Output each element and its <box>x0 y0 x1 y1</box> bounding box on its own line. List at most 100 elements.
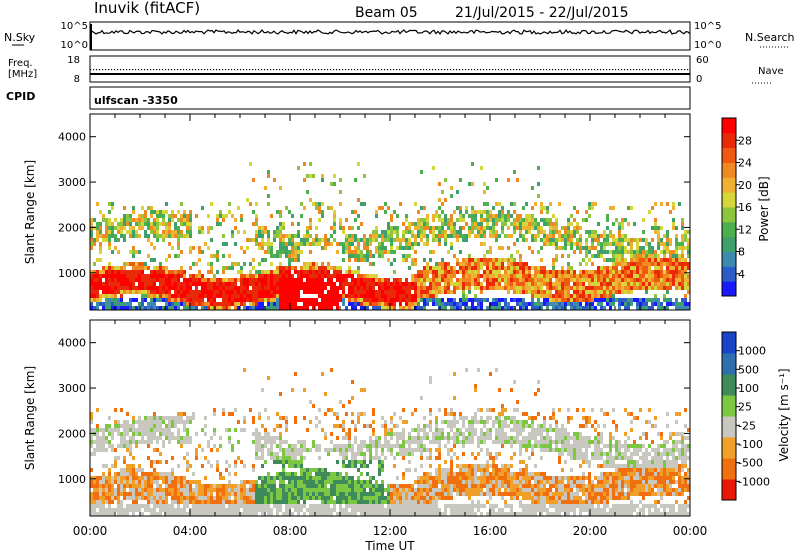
heat-cell <box>513 258 516 262</box>
heat-cell <box>672 302 675 306</box>
nave-dot <box>315 69 317 71</box>
heat-cell <box>303 488 306 492</box>
heat-cell <box>273 178 276 182</box>
heat-cell <box>123 456 126 460</box>
heat-cell <box>366 448 369 452</box>
heat-cell <box>255 218 258 222</box>
heat-cell <box>96 234 99 238</box>
heat-cell <box>135 484 138 488</box>
heat-cell <box>393 270 396 274</box>
heat-cell <box>102 286 105 290</box>
heat-cell <box>129 480 132 484</box>
heat-cell <box>108 512 111 516</box>
heat-cell <box>513 262 516 266</box>
heat-cell <box>342 444 345 448</box>
heat-cell <box>159 266 162 270</box>
heat-cell <box>636 306 639 310</box>
heat-cell <box>120 488 123 492</box>
heat-cell <box>93 306 96 310</box>
nave-dot <box>498 69 500 71</box>
heat-cell <box>378 286 381 290</box>
heat-cell <box>114 294 117 298</box>
heat-cell <box>159 234 162 238</box>
heat-cell <box>204 504 207 508</box>
heat-cell <box>516 274 519 278</box>
heat-cell <box>573 274 576 278</box>
heat-cell <box>147 274 150 278</box>
heat-cell <box>255 306 258 310</box>
heat-cell <box>279 448 282 452</box>
heat-cell <box>135 222 138 226</box>
heat-cell <box>519 218 522 222</box>
heat-cell <box>282 440 285 444</box>
heat-cell <box>339 190 342 194</box>
heat-cell <box>486 274 489 278</box>
heat-cell <box>291 448 294 452</box>
heat-cell <box>666 202 669 206</box>
heat-cell <box>168 214 171 218</box>
heat-cell <box>267 448 270 452</box>
heat-cell <box>579 250 582 254</box>
heat-cell <box>432 270 435 274</box>
heat-cell <box>336 480 339 484</box>
heat-cell <box>624 282 627 286</box>
heat-cell <box>465 294 468 298</box>
heat-cell <box>498 258 501 262</box>
heat-cell <box>249 480 252 484</box>
heat-cell <box>165 230 168 234</box>
heat-cell <box>216 254 219 258</box>
heat-cell <box>615 254 618 258</box>
heat-cell <box>219 500 222 504</box>
heat-cell <box>531 238 534 242</box>
heat-cell <box>354 282 357 286</box>
heat-cell <box>195 496 198 500</box>
heat-cell <box>309 270 312 274</box>
heat-cell <box>522 282 525 286</box>
heat-cell <box>216 488 219 492</box>
heat-cell <box>129 424 132 428</box>
heat-cell <box>504 278 507 282</box>
heat-cell <box>267 242 270 246</box>
heat-cell <box>186 436 189 440</box>
heat-cell <box>564 286 567 290</box>
heat-cell <box>348 274 351 278</box>
heat-cell <box>312 270 315 274</box>
heat-cell <box>249 298 252 302</box>
heat-cell <box>513 226 516 230</box>
heat-cell <box>126 468 129 472</box>
heat-cell <box>177 464 180 468</box>
heat-cell <box>366 302 369 306</box>
heat-cell <box>144 262 147 266</box>
heat-cell <box>675 270 678 274</box>
heat-cell <box>684 234 687 238</box>
heat-cell <box>279 186 282 190</box>
heat-cell <box>207 460 210 464</box>
heat-cell <box>291 278 294 282</box>
heat-cell <box>141 302 144 306</box>
heat-cell <box>438 262 441 266</box>
heat-cell <box>459 178 462 182</box>
nave-dot <box>456 69 458 71</box>
heat-cell <box>327 294 330 298</box>
heat-cell <box>312 278 315 282</box>
heat-cell <box>483 234 486 238</box>
heat-cell <box>378 206 381 210</box>
heat-cell <box>498 246 501 250</box>
heat-cell <box>435 226 438 230</box>
heat-cell <box>468 270 471 274</box>
heat-cell <box>315 274 318 278</box>
heat-cell <box>126 270 129 274</box>
heat-cell <box>129 492 132 496</box>
heat-cell <box>132 230 135 234</box>
heat-cell <box>279 476 282 480</box>
heat-cell <box>522 266 525 270</box>
heat-cell <box>408 298 411 302</box>
heat-cell <box>363 480 366 484</box>
heat-cell <box>180 290 183 294</box>
heat-cell <box>207 246 210 250</box>
heat-cell <box>177 274 180 278</box>
heat-cell <box>654 286 657 290</box>
heat-cell <box>339 504 342 508</box>
heat-cell <box>111 226 114 230</box>
heat-cell <box>459 302 462 306</box>
